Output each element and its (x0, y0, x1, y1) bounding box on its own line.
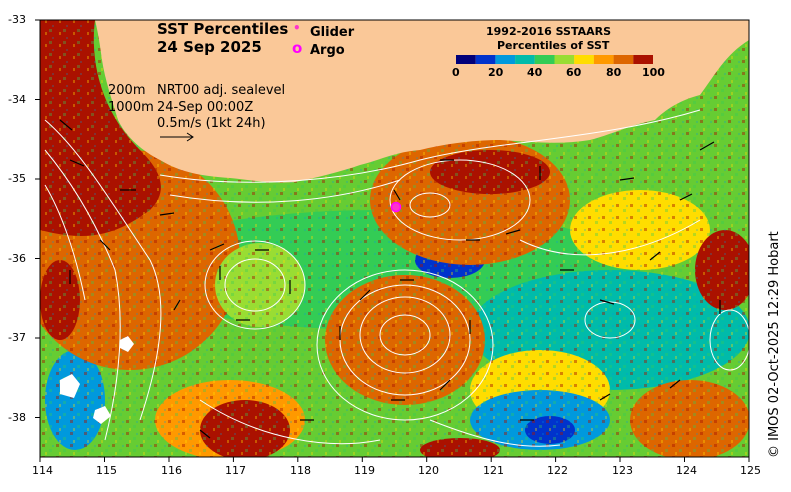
lat-label: -35 (8, 172, 26, 185)
legend-swatch-2 (495, 55, 516, 64)
imos-credit: © IMOS 02-Oct-2025 12:29 Hobart (767, 231, 782, 458)
legend-swatch-4 (534, 55, 555, 64)
lon-label: 116 (161, 464, 182, 477)
legend-swatch-7 (593, 55, 614, 64)
glider-legend-symbol: • (293, 21, 301, 35)
lat-label: -36 (8, 252, 26, 265)
scale-arrow (160, 132, 194, 142)
argo-float-marker (390, 201, 402, 213)
lat-label: -34 (8, 93, 26, 106)
legend-swatch-6 (574, 55, 594, 64)
lon-label: 121 (483, 464, 504, 477)
legend-subtitle: Percentiles of SST (497, 39, 610, 52)
legend-swatch-5 (554, 55, 575, 64)
current-scale-label: 0.5m/s (1kt 24h) (157, 116, 266, 131)
legend-swatch-1 (475, 55, 496, 64)
cloud-patches (60, 336, 134, 424)
contour-depth-1000: 1000m (108, 100, 154, 115)
lon-label: 118 (290, 464, 311, 477)
map-frame (39, 19, 750, 458)
argo-legend-label: Argo (310, 43, 345, 58)
legend-swatch-8 (613, 55, 634, 64)
lat-label: -37 (8, 331, 26, 344)
sealevel-product: NRT00 adj. sealevel (157, 83, 286, 98)
legend-tick-20: 20 (488, 66, 504, 79)
lat-label: -33 (8, 13, 26, 26)
lon-label: 114 (32, 464, 53, 477)
legend-tick-100: 100 (642, 66, 665, 79)
lon-label: 120 (418, 464, 439, 477)
argo-legend-symbol: o (292, 39, 303, 57)
legend-tick-40: 40 (527, 66, 543, 79)
legend-colorbar (456, 55, 653, 64)
map-date: 24 Sep 2025 (157, 38, 262, 56)
lon-label: 117 (225, 464, 246, 477)
lon-label: 115 (96, 464, 117, 477)
lon-label: 123 (612, 464, 633, 477)
map-title: SST Percentiles (157, 20, 289, 38)
legend-tick-80: 80 (606, 66, 622, 79)
lon-label: 124 (676, 464, 697, 477)
legend-swatch-3 (515, 55, 535, 64)
legend-tick-0: 0 (452, 66, 460, 79)
lon-label: 122 (547, 464, 568, 477)
legend-swatch-0 (456, 55, 476, 64)
sealevel-time: 24-Sep 00:00Z (157, 100, 254, 115)
current-arrows (59, 119, 721, 439)
lat-label: -38 (8, 411, 26, 424)
lon-label: 125 (740, 464, 761, 477)
legend-swatch-9 (633, 55, 653, 64)
legend-title: 1992-2016 SSTAARS (486, 25, 612, 38)
lon-label: 119 (354, 464, 375, 477)
legend-tick-60: 60 (566, 66, 582, 79)
glider-legend-label: Glider (310, 25, 355, 40)
contour-depth-200: 200m (108, 83, 146, 98)
